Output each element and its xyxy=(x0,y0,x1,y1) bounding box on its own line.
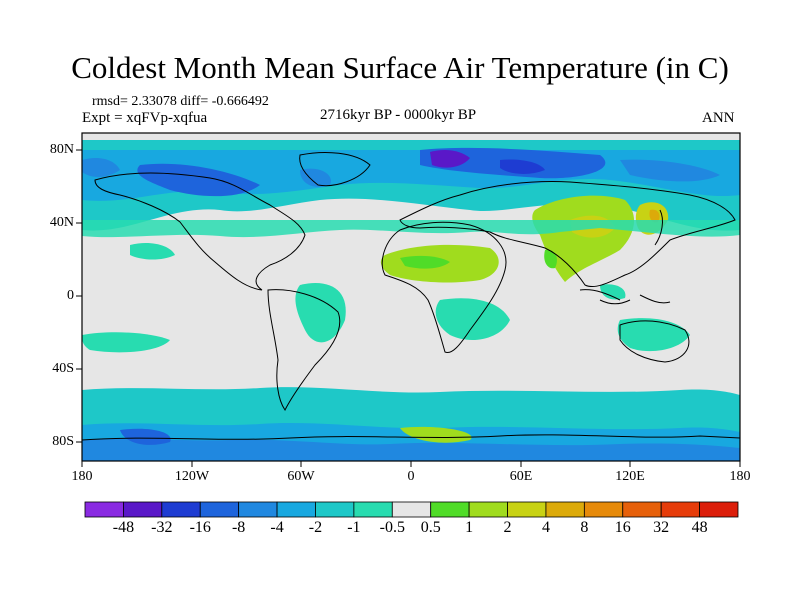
y-tick-label: 80S xyxy=(52,434,74,449)
colorbar-label: 0.5 xyxy=(420,519,441,536)
season-label: ANN xyxy=(702,110,735,126)
colorbar-label: -2 xyxy=(308,519,323,536)
colorbar-swatch xyxy=(660,501,700,518)
colorbar-label: 8 xyxy=(580,519,589,536)
colorbar-label: -16 xyxy=(189,519,211,536)
colorbar-swatch xyxy=(161,501,201,518)
x-tick-label: 0 xyxy=(407,469,415,484)
map-title: Coldest Month Mean Surface Air Temperatu… xyxy=(71,50,729,85)
colorbar-swatch xyxy=(699,501,739,518)
colorbar-label: 4 xyxy=(541,519,550,536)
y-tick-label: 40N xyxy=(49,215,74,230)
colorbar-swatch xyxy=(507,501,547,518)
colorbar-label: 32 xyxy=(653,519,670,536)
colorbar-swatch xyxy=(391,501,432,518)
experiment-label: Expt = xqFVp-xqfua xyxy=(82,110,208,126)
colorbar xyxy=(84,501,739,518)
colorbar-swatch xyxy=(276,501,316,518)
colorbar-swatch xyxy=(353,501,393,518)
antarctic-anomaly-field xyxy=(82,387,740,461)
colorbar-swatch xyxy=(238,501,278,518)
coastlines xyxy=(81,151,741,441)
colorbar-swatch xyxy=(622,501,662,518)
colorbar-label: -0.5 xyxy=(379,519,405,536)
x-tick-label: 180 xyxy=(729,469,751,484)
x-tick-label: 120E xyxy=(615,469,645,484)
colorbar-swatch xyxy=(545,501,585,518)
y-tick-label: 0 xyxy=(67,288,74,303)
x-tick-label: 60E xyxy=(509,469,533,484)
y-tick-label: 40S xyxy=(52,361,74,376)
period-label: 2716kyr BP - 0000kyr BP xyxy=(320,107,477,123)
colorbar-swatch xyxy=(583,501,624,518)
colorbar-label: 1 xyxy=(465,519,474,536)
colorbar-label: 48 xyxy=(691,519,708,536)
colorbar-swatch xyxy=(199,501,240,518)
colorbar-label: -4 xyxy=(270,519,284,536)
colorbar-swatch xyxy=(123,501,163,518)
cool-anomaly-field xyxy=(82,220,740,353)
x-tick-label: 120W xyxy=(174,469,210,484)
colorbar-label: -8 xyxy=(231,519,246,536)
colorbar-swatch xyxy=(468,501,508,518)
y-tick-label: 80N xyxy=(49,142,74,157)
axis-ticks xyxy=(76,149,741,467)
x-tick-label: 60W xyxy=(287,469,315,484)
colorbar-label: -48 xyxy=(112,519,135,536)
colorbar-swatch xyxy=(84,501,124,518)
colorbar-label: 2 xyxy=(503,519,512,536)
colorbar-label: 16 xyxy=(614,519,631,536)
stats-text: rmsd= 2.33078 diff= -0.666492 xyxy=(92,94,269,109)
arctic-anomaly-field xyxy=(82,140,740,231)
x-tick-label: 180 xyxy=(71,469,93,484)
colorbar-swatch xyxy=(315,501,355,518)
colorbar-label: -32 xyxy=(151,519,173,536)
colorbar-swatch xyxy=(430,501,470,518)
colorbar-label: -1 xyxy=(347,519,361,536)
